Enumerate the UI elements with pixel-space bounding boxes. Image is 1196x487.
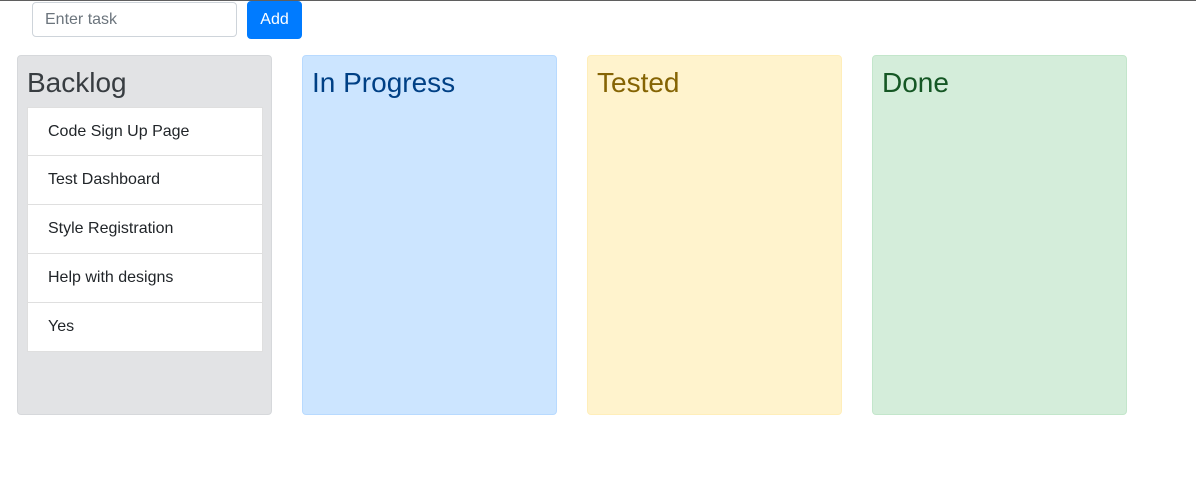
column-in-progress[interactable]: In Progress xyxy=(302,55,557,415)
column-done[interactable]: Done xyxy=(872,55,1127,415)
column-title-backlog: Backlog xyxy=(27,67,127,98)
task-list-backlog: Code Sign Up Page Test Dashboard Style R… xyxy=(27,107,263,352)
task-input[interactable] xyxy=(32,2,237,37)
add-button[interactable]: Add xyxy=(247,1,302,39)
task-card[interactable]: Code Sign Up Page xyxy=(27,107,263,156)
column-title-in-progress: In Progress xyxy=(312,67,456,98)
top-border xyxy=(0,0,1196,1)
task-card[interactable]: Yes xyxy=(27,303,263,352)
column-title-done: Done xyxy=(882,67,949,98)
column-tested[interactable]: Tested xyxy=(587,55,842,415)
task-card[interactable]: Help with designs xyxy=(27,254,263,303)
task-card[interactable]: Style Registration xyxy=(27,205,263,254)
task-card[interactable]: Test Dashboard xyxy=(27,156,263,205)
column-title-tested: Tested xyxy=(597,67,680,98)
column-backlog[interactable]: Backlog Code Sign Up Page Test Dashboard… xyxy=(17,55,272,415)
